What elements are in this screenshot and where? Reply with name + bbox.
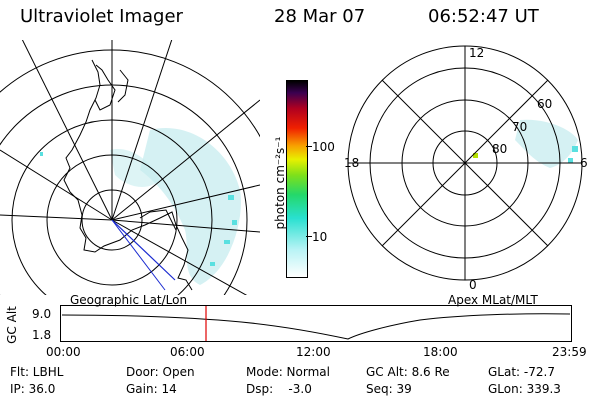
altitude-ylabel: GC Alt bbox=[5, 306, 19, 344]
colorbar-tickmark bbox=[306, 236, 312, 237]
altitude-ytick-low: 1.8 bbox=[32, 328, 52, 342]
mode-value: Mode: Normal bbox=[246, 365, 330, 379]
geographic-map bbox=[0, 40, 260, 295]
time-tick-2359: 23:59 bbox=[552, 345, 587, 359]
coastline bbox=[63, 59, 193, 291]
time-tick-0600: 06:00 bbox=[170, 345, 205, 359]
sequence-number: Seq: 39 bbox=[366, 382, 412, 396]
time-tick-1200: 12:00 bbox=[296, 345, 331, 359]
gc-altitude: GC Alt: 8.6 Re bbox=[366, 365, 450, 379]
ip-value: IP: 36.0 bbox=[10, 382, 56, 396]
aurora-patches bbox=[473, 119, 578, 168]
aurora-highlights bbox=[40, 152, 237, 266]
mlt-label-18: 18 bbox=[344, 156, 360, 170]
colorbar-label: photon cm⁻²s⁻¹ bbox=[273, 136, 287, 230]
mlt-lines bbox=[348, 46, 582, 280]
geo-longitude: GLon: 339.3 bbox=[488, 382, 561, 396]
apex-polar-plot bbox=[347, 45, 583, 281]
time-tick-1800: 18:00 bbox=[423, 345, 458, 359]
filter-value: Flt: LBHL bbox=[10, 365, 64, 379]
altitude-curve bbox=[61, 313, 571, 340]
mlt-label-0: 0 bbox=[469, 278, 477, 292]
geographic-caption: Geographic Lat/Lon bbox=[70, 293, 188, 307]
colorbar-tickmark bbox=[306, 146, 312, 147]
altitude-ytick-high: 9.0 bbox=[32, 307, 52, 321]
longitude-lines bbox=[0, 40, 260, 295]
mlat-label-60: 60 bbox=[537, 97, 553, 111]
colorbar-tick-10: 10 bbox=[312, 230, 328, 244]
aurora-patches bbox=[110, 128, 241, 285]
door-status: Door: Open bbox=[126, 365, 195, 379]
dsp-value: Dsp: -3.0 bbox=[246, 382, 312, 396]
mlt-label-12: 12 bbox=[469, 46, 485, 60]
mlat-label-70: 70 bbox=[512, 120, 528, 134]
colorbar bbox=[286, 80, 308, 278]
apex-caption: Apex MLat/MLT bbox=[448, 293, 538, 307]
gain-value: Gain: 14 bbox=[126, 382, 177, 396]
geo-latitude: GLat: -72.7 bbox=[488, 365, 555, 379]
date-label: 28 Mar 07 bbox=[274, 6, 366, 27]
mlt-label-6: 6 bbox=[580, 156, 588, 170]
altitude-plot bbox=[60, 305, 572, 342]
time-tick-0000: 00:00 bbox=[46, 345, 81, 359]
satellite-track bbox=[111, 219, 176, 281]
mlat-label-80: 80 bbox=[492, 142, 508, 156]
instrument-title: Ultraviolet Imager bbox=[20, 6, 183, 27]
colorbar-tick-100: 100 bbox=[312, 140, 335, 154]
time-label: 06:52:47 UT bbox=[428, 6, 539, 27]
